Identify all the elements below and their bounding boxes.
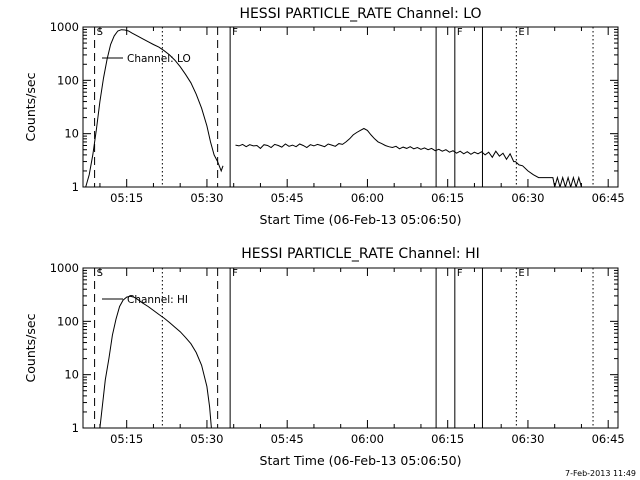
x-tick-label: 05:30 [190,432,223,446]
y-tick-label: 10 [64,368,79,382]
marker-letter: F [457,27,463,38]
series-line [85,29,224,187]
legend-label: Channel: LO [127,53,191,65]
chart-title: HESSI PARTICLE_RATE Channel: LO [239,6,481,22]
marker-letter: E [518,27,524,38]
series-line [235,127,585,187]
y-tick-label: 1 [72,180,79,194]
x-axis-label: Start Time (06-Feb-13 05:06:50) [260,453,462,468]
marker-letter: F [232,268,238,279]
chart-panel-lo: HESSI PARTICLE_RATE Channel: LO 05:15 05:3… [23,6,625,227]
x-tick-label: 05:30 [190,191,223,205]
chart-title: HESSI PARTICLE_RATE Channel: HI [241,246,479,262]
x-tick-label: 06:15 [431,191,464,205]
legend-label: Channel: HI [127,294,188,306]
chart-panel-hi: HESSI PARTICLE_RATE Channel: HI 05:15 05:3… [23,246,625,468]
y-tick-label: 1 [72,421,79,435]
y-tick-label: 100 [57,314,79,328]
x-tick-label: 06:00 [351,432,384,446]
x-tick-label: 05:45 [271,432,304,446]
x-tick-label: 06:45 [592,432,625,446]
marker-letter: S [97,27,103,38]
x-tick-label: 06:30 [511,432,544,446]
x-tick-label: 06:45 [592,191,625,205]
y-axis-label: Counts/sec [23,313,38,382]
x-axis-label: Start Time (06-Feb-13 05:06:50) [260,212,462,227]
plot-frame [82,267,619,429]
y-tick-label: 1000 [50,20,79,34]
marker-letter: F [457,268,463,279]
x-tick-label: 05:15 [110,191,143,205]
y-tick-label: 1000 [50,261,79,275]
x-tick-label: 06:15 [431,432,464,446]
y-axis-label: Counts/sec [23,72,38,141]
plot-frame [82,26,619,188]
x-tick-label: 05:15 [110,432,143,446]
series-line [99,295,212,428]
x-tick-label: 06:00 [351,191,384,205]
x-tick-label: 06:30 [511,191,544,205]
marker-letter: F [232,27,238,38]
x-tick-label: 05:45 [271,191,304,205]
footer-timestamp: 7-Feb-2013 11:49 [565,469,636,478]
y-tick-label: 100 [57,73,79,87]
marker-letter: S [97,268,103,279]
y-tick-label: 10 [64,127,79,141]
marker-letter: E [518,268,524,279]
